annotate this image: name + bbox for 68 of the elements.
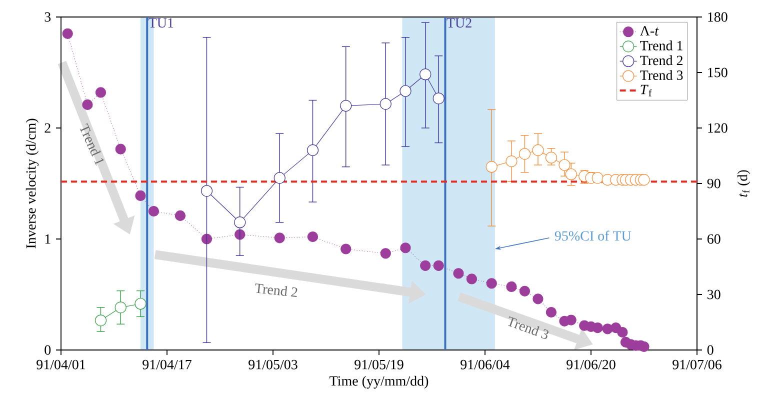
y2-tick-label: 180	[708, 12, 728, 22]
ref-line-label: TU1	[148, 18, 174, 28]
annotation: Trend 3	[508, 316, 548, 339]
point	[135, 190, 146, 202]
legend-label: Trend 2	[640, 55, 682, 66]
y2-tick-label: 90	[707, 178, 720, 188]
point	[486, 161, 498, 173]
point	[518, 148, 531, 160]
x-tick-label: 91/07/06	[672, 360, 722, 370]
point	[506, 281, 517, 292]
y2-tick-label: 30	[708, 290, 720, 300]
point	[519, 286, 530, 296]
point	[62, 28, 73, 39]
point	[486, 278, 497, 289]
y-tick-label: 2	[44, 123, 50, 133]
y-tick-label: 0	[44, 345, 51, 355]
legend-label: Λ-t	[640, 26, 659, 36]
point	[566, 314, 576, 326]
point	[420, 260, 431, 271]
point	[234, 229, 246, 240]
x-tick-label: 91/05/03	[248, 360, 298, 370]
y2-tick-label: 0	[707, 345, 714, 355]
point	[545, 152, 558, 164]
y2-tick-label: 60	[707, 234, 720, 244]
ref-line-label: TU2	[446, 18, 472, 28]
point	[453, 268, 464, 279]
point	[148, 206, 160, 217]
point	[82, 99, 93, 110]
x-tick-label: 91/05/19	[354, 360, 404, 370]
y-axis-title: Inverse velocity (d/cm)	[26, 118, 39, 248]
point	[95, 87, 106, 98]
point	[115, 144, 126, 154]
y2-tick-label: 120	[708, 123, 728, 133]
x-tick-label: 91/06/04	[460, 360, 510, 370]
x-tick-label: 91/04/01	[36, 360, 86, 370]
point	[400, 85, 412, 97]
point	[274, 232, 285, 244]
legend-label: T$_{f}$	[640, 84, 652, 96]
point	[174, 210, 186, 221]
x-tick-label: 91/04/17	[142, 360, 192, 370]
y2-tick-label: 150	[708, 68, 728, 78]
point	[532, 294, 544, 304]
point	[432, 92, 444, 104]
y-tick-label: 3	[44, 12, 51, 22]
annotation: Trend 2	[255, 283, 298, 298]
point	[307, 231, 318, 242]
point	[134, 298, 146, 310]
legend-label: Trend 3	[640, 70, 683, 80]
point	[340, 244, 352, 254]
annotation: Trend 1	[80, 123, 104, 166]
point	[201, 234, 212, 244]
legend-label: Trend 1	[640, 40, 682, 50]
point	[592, 322, 603, 334]
x-axis-title: Time (yy/mm/dd)	[330, 376, 428, 389]
point	[433, 260, 444, 271]
annotation: 95%CI of TU	[554, 230, 632, 241]
y-tick-label: 1	[45, 234, 50, 244]
point	[400, 242, 411, 254]
point	[380, 248, 391, 259]
point	[466, 274, 478, 284]
y2-axis-title: t$_{f}$ (d)	[737, 170, 750, 197]
point	[420, 68, 432, 80]
point	[94, 314, 107, 326]
point	[114, 302, 126, 314]
point	[546, 306, 557, 318]
point	[592, 172, 604, 184]
point	[638, 174, 650, 186]
x-tick-label: 91/06/20	[566, 360, 616, 370]
